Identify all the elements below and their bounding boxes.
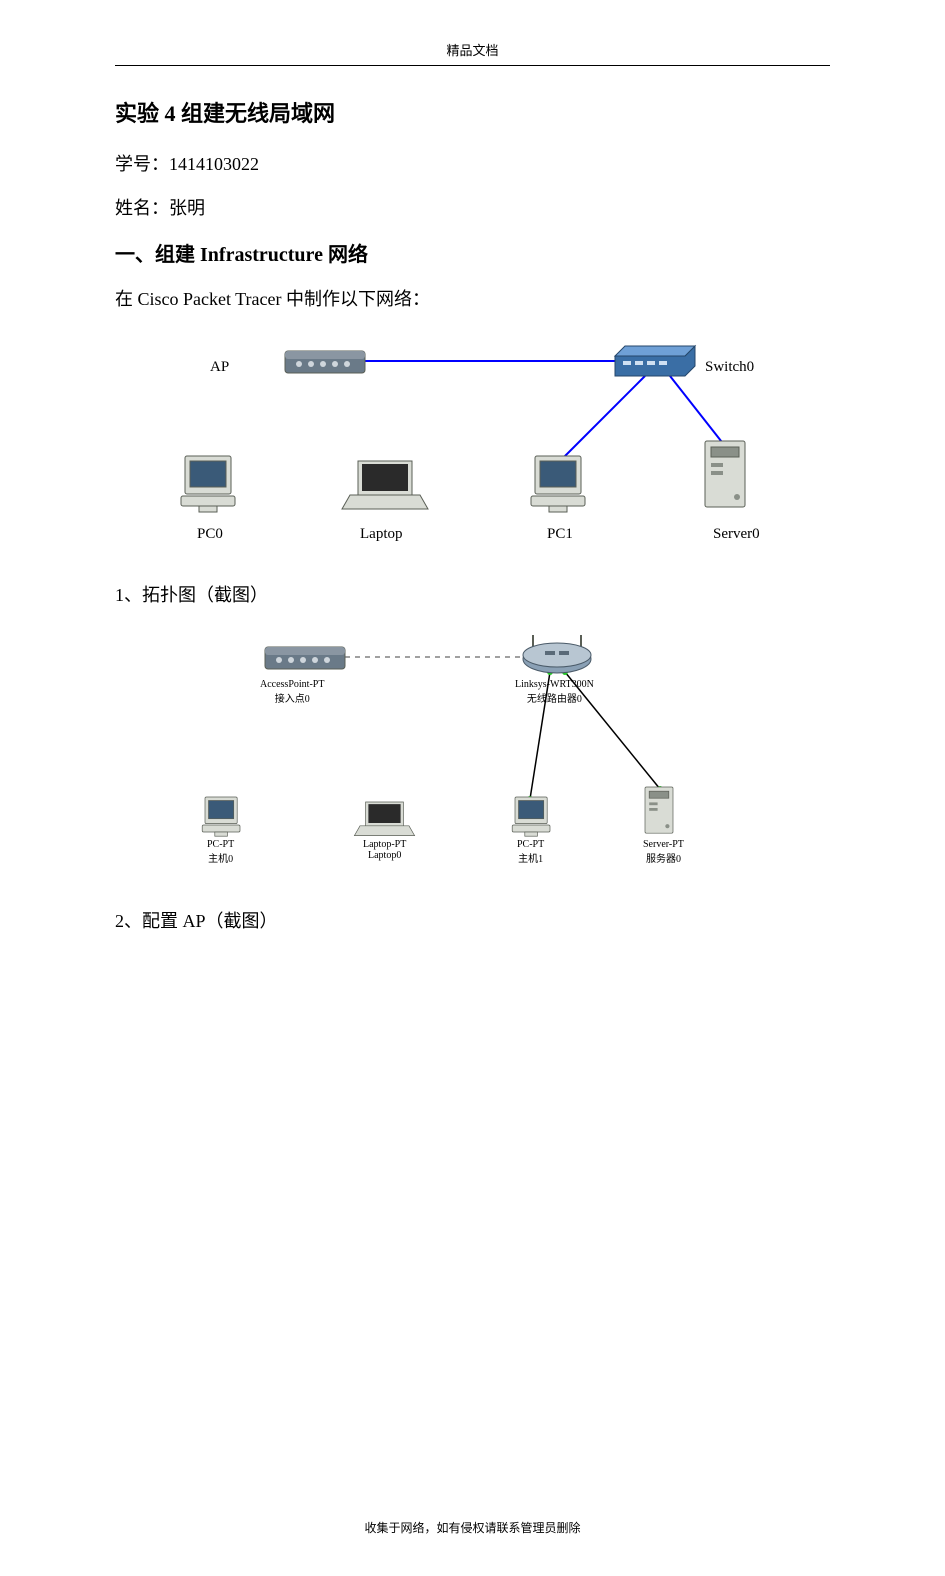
section-1-heading: 一、组建 Infrastructure 网络 <box>115 238 830 267</box>
diagram1-label-switch: Switch0 <box>705 359 754 376</box>
heading-term: Infrastructure <box>200 244 323 266</box>
name-value: 张明 <box>169 198 205 218</box>
diagram1-label-pc0: PC0 <box>197 526 223 543</box>
step-2-label: 2、配置 AP（截图） <box>115 907 830 933</box>
diagram1-label-ap: AP <box>210 359 229 376</box>
heading-suffix: 网络 <box>323 244 368 266</box>
step-1-label: 1、拓扑图（截图） <box>115 581 830 607</box>
section-1-intro: 在 Cisco Packet Tracer 中制作以下网络： <box>115 285 830 311</box>
diagram2-label-router: Linksys-WRT300N无线路由器0 <box>515 679 594 705</box>
network-diagram-2: AccessPoint-PT接入点0 Linksys-WRT300N无线路由器0 P… <box>115 627 830 887</box>
network-diagram-1: AP Switch0 PC0 Laptop PC1 Server0 <box>115 331 830 561</box>
diagram1-label-laptop: Laptop <box>360 526 403 543</box>
header-rule <box>115 65 830 66</box>
page-header-label: 精品文档 <box>115 40 830 65</box>
heading-prefix: 一、组建 <box>115 244 200 266</box>
diagram2-label-ap2: AccessPoint-PT接入点0 <box>260 679 324 705</box>
diagram2-label-pc0b: PC-PT主机0 <box>207 839 234 865</box>
student-id-value: 1414103022 <box>169 154 259 174</box>
diagram2-label-laptopb: Laptop-PTLaptop0 <box>363 839 406 861</box>
diagram2-label-pc1b: PC-PT主机1 <box>517 839 544 865</box>
experiment-title: 实验 4 组建无线局域网 <box>115 96 830 128</box>
diagram1-label-server: Server0 <box>713 526 760 543</box>
page-footer: 收集于网络，如有侵权请联系管理员删除 <box>0 1519 945 1536</box>
student-id-label: 学号： <box>115 154 169 174</box>
diagram1-label-pc1: PC1 <box>547 526 573 543</box>
name-label: 姓名： <box>115 198 169 218</box>
document-page: 精品文档 实验 4 组建无线局域网 学号：1414103022 姓名：张明 一、… <box>0 0 945 993</box>
diagram2-label-serverb: Server-PT服务器0 <box>643 839 684 865</box>
student-id-line: 学号：1414103022 <box>115 150 830 176</box>
student-name-line: 姓名：张明 <box>115 194 830 220</box>
